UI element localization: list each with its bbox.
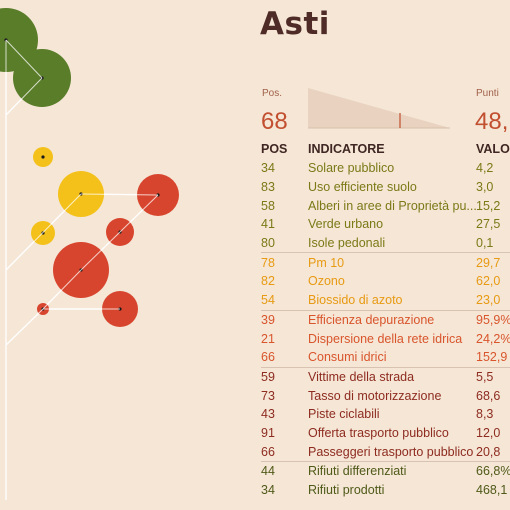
row-value: 20,8 [476,444,501,459]
row-pos: 82 [261,274,275,289]
row-value: 62,0 [476,274,501,289]
row-value: 152,9 [476,350,508,365]
table-row[interactable]: 54 Biossido di azoto 23,0 [261,291,510,310]
row-value: 4,2 [476,161,494,176]
table-row[interactable]: 66 Passeggeri trasporto pubblico 20,8 [261,442,510,461]
row-name: Verde urbano [308,217,384,232]
row-pos: 34 [261,161,275,176]
tree-branch-overlay [5,193,82,271]
row-pos: 78 [261,252,308,273]
tree-branch-overlay [80,193,159,196]
tree-branch-overlay [5,39,43,79]
row-value: 5,5 [476,366,510,387]
row-value: 27,5 [476,217,501,232]
tree-branch-overlay [42,269,82,310]
points-label: Punti [476,88,499,99]
table-row[interactable]: 73 Tasso di motorizzazione 68,6 [261,386,510,405]
table-row[interactable]: 43 Piste ciclabili 8,3 [261,405,510,424]
row-name: Rifiuti differenziati [308,460,476,481]
row-value: 3,0 [476,180,494,195]
row-value: 12,0 [476,425,501,440]
row-name: Rifiuti prodotti [308,483,385,498]
row-name: Dispersione della rete idrica [308,331,463,346]
row-value: 95,9% [476,309,510,330]
row-value: 68,6 [476,388,501,403]
table-row[interactable]: 41 Verde urbano 27,5 [261,215,510,234]
ranking-sparkline [308,88,450,129]
table-row[interactable]: 34 Solare pubblico 4,2 [261,159,510,178]
row-pos: 83 [261,180,275,195]
tree-branch-overlay [5,77,43,116]
row-name: Biossido di azoto [308,293,403,308]
row-name: Piste ciclabili [308,407,380,422]
row-value: 24,2% [476,331,510,346]
table-row[interactable]: 44 Rifiuti differenziati 66,8% [261,460,510,481]
tree-branch-overlay [119,194,159,233]
row-name: Efficienza depurazione [308,309,476,330]
table-row[interactable]: 34 Rifiuti prodotti 468,1 [261,481,510,500]
row-pos: 44 [261,460,308,481]
row-pos: 54 [261,293,275,308]
table-header-row: POS INDICATORE VALOR [261,138,510,159]
row-name: Consumi idrici [308,350,387,365]
row-name: Pm 10 [308,252,476,273]
row-pos: 66 [261,444,275,459]
row-pos: 91 [261,425,275,440]
table-row[interactable]: 82 Ozono 62,0 [261,272,510,291]
row-pos: 59 [261,366,308,387]
position-label: Pos. [262,88,283,99]
points-value: 48, [475,108,509,135]
position-value: 68 [261,108,288,135]
table-row[interactable]: 83 Uso efficiente suolo 3,0 [261,178,510,197]
table-row[interactable]: 59 Vittime della strada 5,5 [261,366,510,387]
row-name: Passeggeri trasporto pubblico [308,444,474,459]
table-row[interactable]: 80 Isole pedonali 0,1 [261,234,510,253]
tree-node-dot [41,155,45,159]
city-tree-graphic [0,8,179,500]
row-value: 8,3 [476,407,494,422]
row-name: Alberi in aree di Proprietà pu... [308,198,476,213]
row-pos: 34 [261,483,275,498]
row-pos: 73 [261,388,275,403]
row-name: Solare pubblico [308,161,395,176]
header-indicator: INDICATORE [308,141,385,156]
table-row[interactable]: 91 Offerta trasporto pubblico 12,0 [261,424,510,443]
row-name: Vittime della strada [308,366,476,387]
row-value: 23,0 [476,293,501,308]
row-name: Uso efficiente suolo [308,180,417,195]
table-row[interactable]: 58 Alberi in aree di Proprietà pu... 15,2 [261,196,510,215]
table-row[interactable]: 66 Consumi idrici 152,9 [261,348,510,367]
row-pos: 80 [261,236,275,251]
header-value: VALOR [476,141,510,156]
row-pos: 43 [261,407,275,422]
indicators-table: POS INDICATORE VALOR 34 Solare pubblico 4,… [261,138,510,499]
table-row[interactable]: 39 Efficienza depurazione 95,9% [261,309,510,330]
row-value: 29,7 [476,252,510,273]
row-value: 15,2 [476,198,501,213]
tree-branch-overlay [80,231,121,271]
row-value: 468,1 [476,483,508,498]
row-pos: 58 [261,198,275,213]
row-value: 0,1 [476,236,494,251]
row-pos: 41 [261,217,275,232]
table-row[interactable]: 78 Pm 10 29,7 [261,252,510,273]
header-pos: POS [261,141,288,156]
sparkline-area [308,88,450,128]
row-pos: 66 [261,350,275,365]
row-pos: 39 [261,309,308,330]
city-title: Asti [260,6,330,42]
table-row[interactable]: 21 Dispersione della rete idrica 24,2% [261,329,510,348]
row-name: Tasso di motorizzazione [308,388,442,403]
tree-branch-overlay [5,308,44,346]
row-value: 66,8% [476,460,510,481]
row-name: Ozono [308,274,345,289]
row-pos: 21 [261,331,275,346]
row-name: Offerta trasporto pubblico [308,425,449,440]
row-name: Isole pedonali [308,236,386,251]
